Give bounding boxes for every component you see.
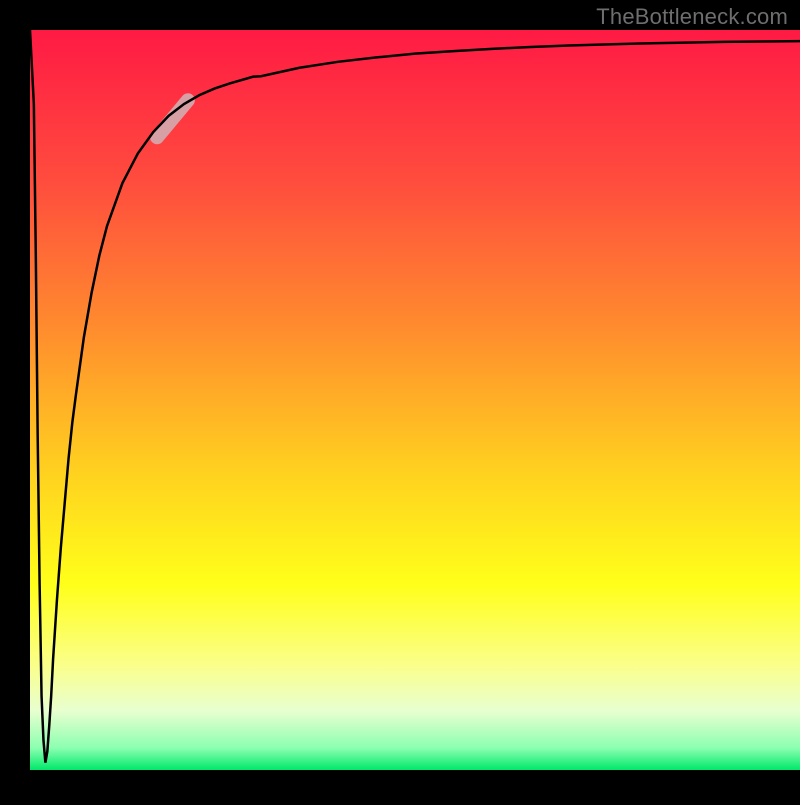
- watermark-text: TheBottleneck.com: [596, 4, 788, 30]
- chart-canvas: [0, 0, 800, 800]
- chart-svg: [0, 0, 800, 800]
